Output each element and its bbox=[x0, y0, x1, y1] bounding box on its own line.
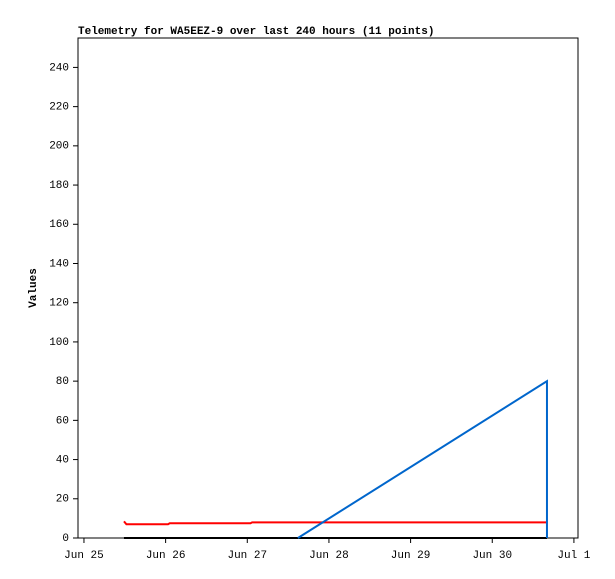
y-tick-label: 40 bbox=[56, 454, 69, 466]
y-tick-label: 140 bbox=[49, 258, 69, 270]
y-tick-label: 20 bbox=[56, 494, 69, 506]
series-line bbox=[123, 520, 547, 526]
x-tick-label: Jun 26 bbox=[146, 550, 186, 562]
y-tick-label: 200 bbox=[49, 141, 69, 153]
y-tick-label: 220 bbox=[49, 102, 69, 114]
x-tick-label: Jun 28 bbox=[309, 550, 349, 562]
y-tick-label: 60 bbox=[56, 415, 69, 427]
x-tick-label: Jul 1 bbox=[557, 550, 590, 562]
x-tick-label: Jun 29 bbox=[391, 550, 431, 562]
x-tick-label: Jun 27 bbox=[227, 550, 267, 562]
y-axis-label: Values bbox=[28, 268, 40, 308]
y-tick-label: 0 bbox=[62, 533, 69, 545]
y-tick-label: 100 bbox=[49, 337, 69, 349]
x-tick-label: Jun 30 bbox=[472, 550, 512, 562]
y-tick-label: 180 bbox=[49, 180, 69, 192]
series-line bbox=[297, 379, 548, 539]
chart-title: Telemetry for WA5EEZ-9 over last 240 hou… bbox=[78, 26, 434, 38]
y-tick-label: 80 bbox=[56, 376, 69, 388]
x-tick-label: Jun 25 bbox=[64, 550, 104, 562]
y-tick-label: 240 bbox=[49, 62, 69, 74]
y-tick-label: 120 bbox=[49, 298, 69, 310]
y-tick-label: 160 bbox=[49, 219, 69, 231]
